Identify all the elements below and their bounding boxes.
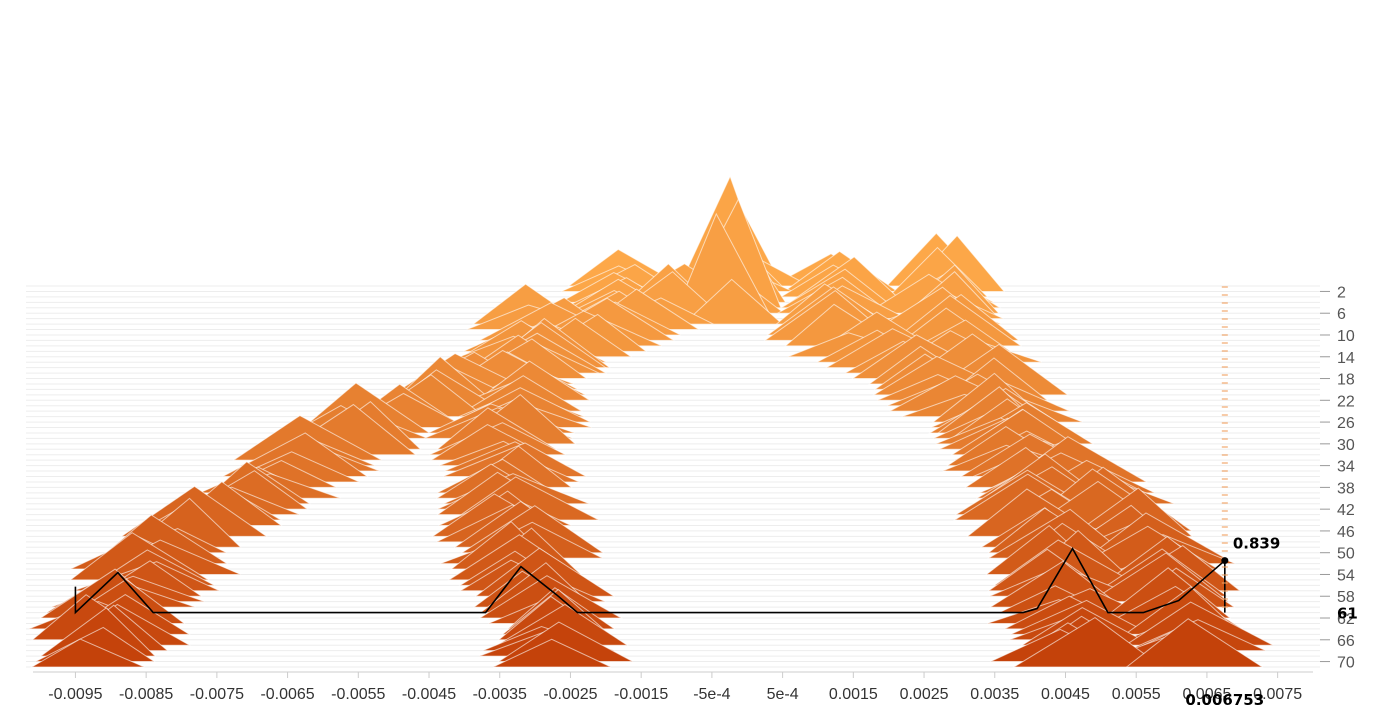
y-tick-label: 30	[1337, 437, 1355, 454]
y-tick-label: 26	[1337, 415, 1355, 432]
hover-y-value: 0.839	[1233, 535, 1280, 553]
x-tick-label: 0.0055	[1112, 686, 1161, 703]
histogram-peak	[1125, 618, 1264, 668]
y-tick-label: 50	[1337, 546, 1355, 563]
x-axis: -0.0095 -0.0085 -0.0075 -0.0065 -0.0055 -0.00…	[33, 671, 1313, 709]
y-tick-label: 10	[1337, 328, 1355, 345]
x-tick-label: 0.0045	[1041, 686, 1090, 703]
hover-overlay: 0.839	[74, 286, 1280, 615]
x-tick-label: -0.0035	[473, 686, 527, 703]
y-tick-label: 66	[1337, 633, 1355, 650]
y-tick-label: 62	[1337, 611, 1355, 628]
x-tick-label: 5e-4	[767, 686, 799, 703]
x-tick-label: 0.0015	[829, 686, 878, 703]
histogram-peak	[682, 278, 784, 325]
x-tick-label: -5e-4	[693, 686, 730, 703]
hover-step-label: 61	[1337, 605, 1358, 623]
x-tick-label: -0.0065	[260, 686, 314, 703]
y-tick-label: 54	[1337, 567, 1355, 584]
x-tick-label: -0.0055	[331, 686, 385, 703]
x-tick-label: -0.0015	[614, 686, 668, 703]
y-tick-label: 42	[1337, 502, 1355, 519]
y-tick-label: 2	[1337, 284, 1346, 301]
y-tick-label: 58	[1337, 589, 1355, 606]
y-tick-label: 6	[1337, 306, 1346, 323]
x-tick-label: 0.0065	[1182, 686, 1231, 703]
histogram-ridges	[28, 175, 1274, 668]
y-tick-label: 70	[1337, 655, 1355, 672]
histogram-peak	[492, 638, 612, 668]
hover-point	[1221, 557, 1229, 565]
y-tick-label: 18	[1337, 372, 1355, 389]
x-tick-label: 0.0075	[1253, 686, 1302, 703]
histogram-peak	[29, 638, 145, 668]
y-tick-label: 38	[1337, 480, 1355, 497]
y-tick-label: 14	[1337, 350, 1355, 367]
y-tick-label: 46	[1337, 524, 1355, 541]
histogram-peak	[1012, 616, 1164, 668]
x-tick-label: -0.0045	[402, 686, 456, 703]
hover-histogram-line	[74, 546, 1226, 615]
x-tick-label: -0.0025	[543, 686, 597, 703]
x-tick-label: 0.0025	[900, 686, 949, 703]
hover-x-value: 0.006753	[1185, 691, 1264, 709]
x-tick-label: 0.0035	[970, 686, 1019, 703]
x-tick-label: -0.0085	[119, 686, 173, 703]
y-tick-label: 34	[1337, 459, 1355, 476]
x-tick-label: -0.0075	[190, 686, 244, 703]
y-tick-label: 22	[1337, 393, 1355, 410]
x-tick-label: -0.0095	[48, 686, 102, 703]
